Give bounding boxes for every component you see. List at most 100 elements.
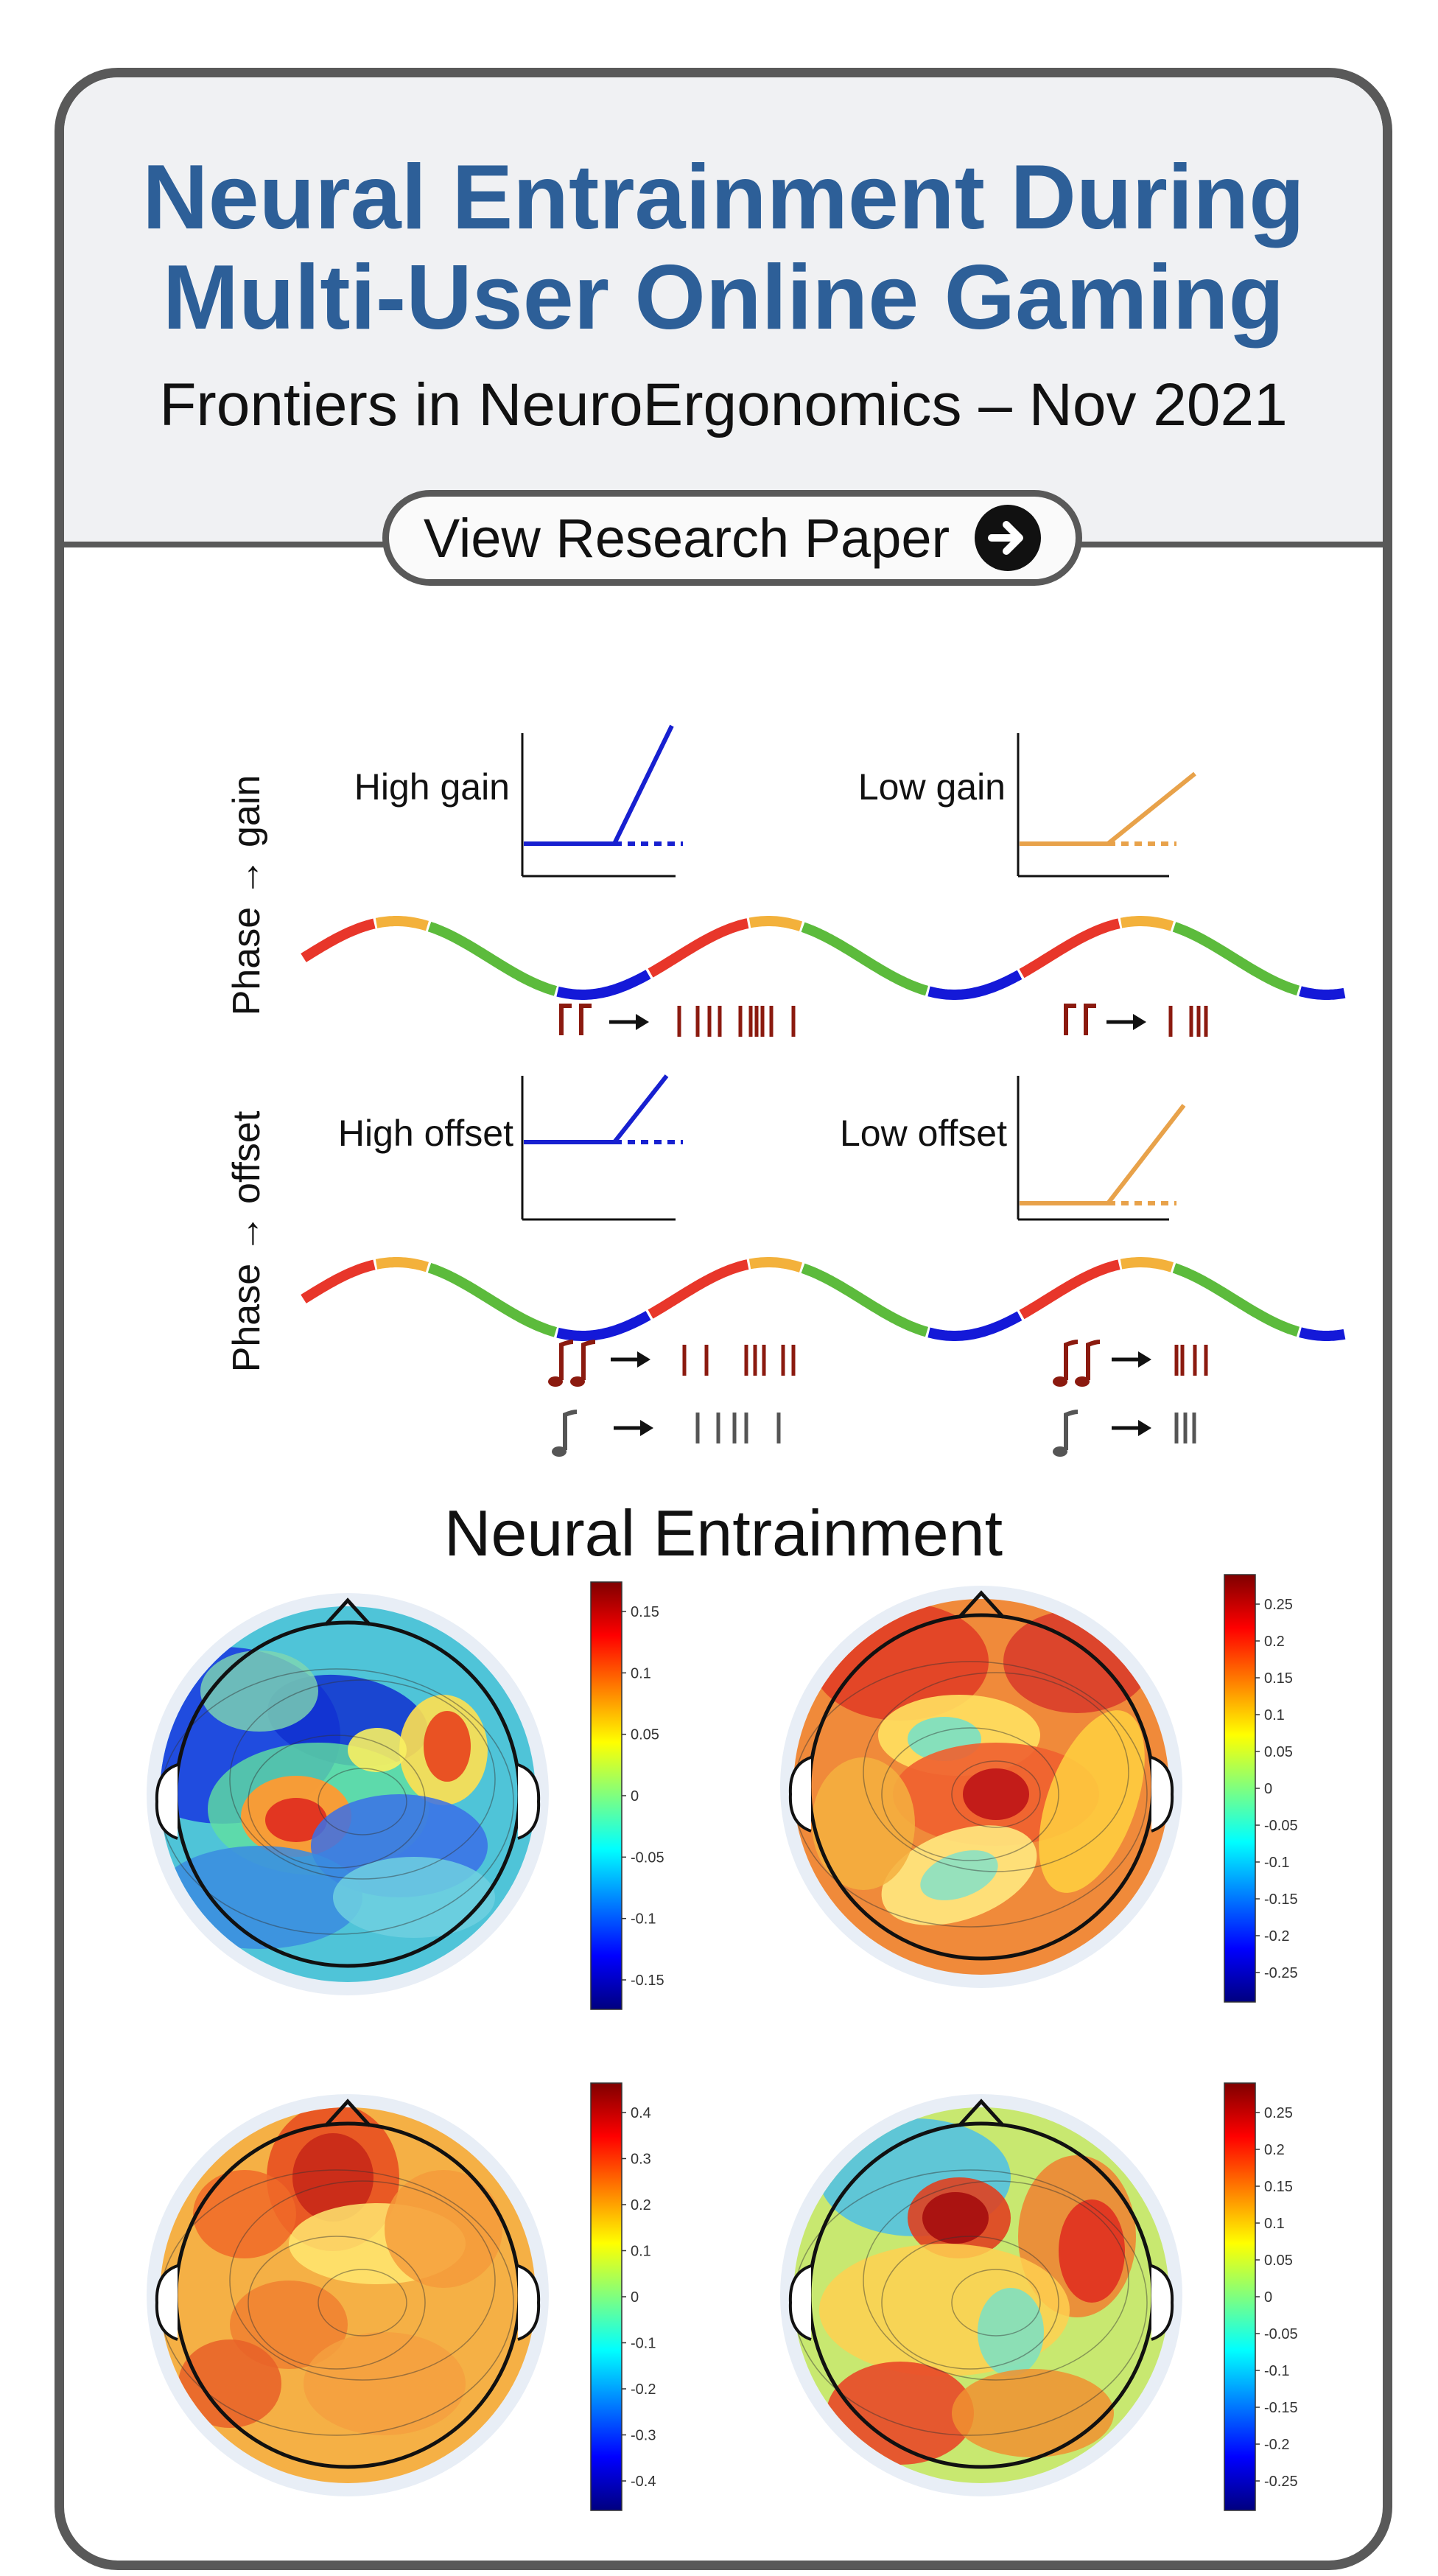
colorbar-tick-label: 0: [1264, 2289, 1272, 2306]
offset-wave-segment: [927, 1311, 1023, 1341]
low-offset-inset: Low offset: [840, 1076, 1186, 1221]
stimulus-note: [1064, 1340, 1078, 1380]
activation-blob: [963, 1768, 1029, 1820]
activation-blob: [952, 2369, 1114, 2457]
topomap-heatmap: [793, 2107, 1169, 2483]
phase-wave-offset: [301, 1257, 1346, 1341]
note-head: [552, 1446, 567, 1457]
colorbar-tick-label: 0.05: [631, 1727, 659, 1743]
activation-blob: [1039, 1710, 1145, 1893]
note-head: [1053, 1446, 1067, 1457]
colorbar-tick-label: -0.1: [1264, 1855, 1289, 1871]
topomap-top-right: 0.25 0.2 0.15 0.1 0.05 0 -0.05 -0.1 -0.15 -0.2 -0.…: [780, 1574, 1298, 2003]
offset-wave-segment: [375, 1257, 429, 1273]
right-ear-icon: [517, 2264, 541, 2341]
view-research-paper-button[interactable]: View Research Paper: [382, 490, 1082, 586]
phase-wave-gain: [301, 916, 1346, 1000]
colorbar-tick-label: -0.1: [631, 1911, 656, 1928]
right-ear-icon: [1151, 1756, 1174, 1833]
stimulus-note: [1064, 1004, 1076, 1035]
colorbar-tick-label: 0.3: [631, 2152, 651, 2168]
stimulus-note: [1086, 1340, 1101, 1380]
nose-icon: [958, 1590, 1005, 1619]
spike-trains: [548, 1004, 1208, 1457]
panel-label-high-gain: High gain: [354, 766, 510, 808]
right-ear-icon: [517, 1763, 541, 1840]
activation-blob: [385, 2170, 502, 2288]
gain-wave-segment: [927, 970, 1023, 1000]
paper-title: Neural Entrainment During Multi-User Onl…: [64, 147, 1383, 348]
topomap-heatmap: [160, 1606, 536, 1982]
activation-blob: [978, 2288, 1044, 2376]
arrow-head: [1133, 1014, 1146, 1030]
row2-axis-label: Phase → offset: [225, 1110, 268, 1372]
phase-figure: Phase → gain Phase → offset High gain Lo…: [225, 724, 1346, 1457]
note-head: [570, 1376, 585, 1387]
activation-blob: [920, 1850, 998, 1900]
colorbar: [1224, 1574, 1256, 2003]
activation-blob: [922, 2192, 989, 2244]
stimulus-note: [1064, 1410, 1078, 1450]
arrow-head: [1138, 1420, 1151, 1436]
offset-wave-segment: [1019, 1259, 1120, 1320]
right-ear-icon: [1151, 2264, 1174, 2341]
arrow-head: [1138, 1351, 1151, 1368]
colorbar-tick-label: 0.15: [631, 1604, 659, 1620]
colorbar-tick-label: -0.1: [631, 2336, 656, 2352]
colorbar-tick-label: 0.4: [631, 2105, 651, 2121]
left-ear-icon: [788, 2264, 812, 2341]
colorbar-tick-label: -0.2: [631, 2381, 656, 2398]
activation-blob: [193, 2170, 296, 2258]
colorbar: [590, 2082, 622, 2511]
colorbar-tick-label: -0.15: [1264, 2400, 1298, 2416]
colorbar-tick-label: 0.25: [1264, 1597, 1293, 1613]
colorbar-tick-label: -0.05: [631, 1849, 664, 1866]
low-gain-inset: Low gain: [858, 733, 1196, 878]
activation-blob: [812, 1757, 915, 1890]
stimulus-note: [1084, 1004, 1096, 1035]
gain-wave-segment: [748, 916, 803, 931]
offset-wave-segment: [556, 1311, 651, 1341]
colorbar-tick-label: -0.2: [1264, 2437, 1289, 2453]
colorbar-tick-label: 0: [631, 1788, 639, 1805]
activation-blob: [827, 2362, 974, 2465]
offset-wave-segment: [648, 1259, 749, 1319]
journal-date: Frontiers in NeuroErgonomics – Nov 2021: [159, 371, 1288, 438]
offset-wave-segment: [1299, 1327, 1346, 1341]
gain-wave-segment: [1120, 916, 1174, 931]
title-line-1: Neural Entrainment During: [142, 147, 1305, 248]
colorbar-tick-label: -0.2: [1264, 1928, 1289, 1945]
colorbar-tick-label: 0.1: [631, 2244, 651, 2260]
activation-blob: [424, 1711, 471, 1782]
button-label: View Research Paper: [423, 507, 950, 569]
arrow-right-circle-icon: [975, 505, 1042, 571]
colorbar-tick-label: 0.05: [1264, 2253, 1293, 2269]
paper-card: Neural Entrainment During Multi-User Onl…: [55, 68, 1392, 2570]
activation-blob: [178, 2339, 281, 2428]
colorbar-tick-label: -0.15: [631, 1973, 664, 1989]
topomap-bottom-left: 0.4 0.3 0.2 0.1 0 -0.1 -0.2 -0.3 -0.4: [147, 2082, 656, 2511]
arrow-head: [637, 1351, 650, 1368]
left-ear-icon: [155, 1763, 178, 1840]
colorbar-tick-label: -0.05: [1264, 2326, 1298, 2342]
title-line-2: Multi-User Online Gaming: [162, 247, 1285, 349]
nose-icon: [324, 1597, 371, 1626]
offset-wave-segment: [801, 1263, 929, 1337]
offset-wave-segment: [748, 1257, 803, 1273]
stimulus-note: [581, 1340, 596, 1380]
colorbar-tick-label: -0.4: [631, 2474, 656, 2490]
offset-wave-segment: [1120, 1257, 1174, 1273]
activation-blob: [348, 1728, 407, 1772]
note-head: [1053, 1376, 1067, 1387]
activation-blob: [333, 1857, 495, 1938]
colorbar: [1224, 2082, 1256, 2511]
note-head: [548, 1376, 563, 1387]
activation-blob: [265, 1798, 327, 1842]
colorbar-tick-label: 0.2: [1264, 1634, 1285, 1650]
activation-blob: [304, 2332, 466, 2435]
topomap-heatmap: [793, 1599, 1169, 1975]
colorbar-tick-label: 0: [631, 2289, 639, 2306]
colorbar: [590, 1581, 622, 2010]
gain-wave-segment: [801, 922, 929, 996]
gain-wave-segment: [556, 970, 651, 1000]
